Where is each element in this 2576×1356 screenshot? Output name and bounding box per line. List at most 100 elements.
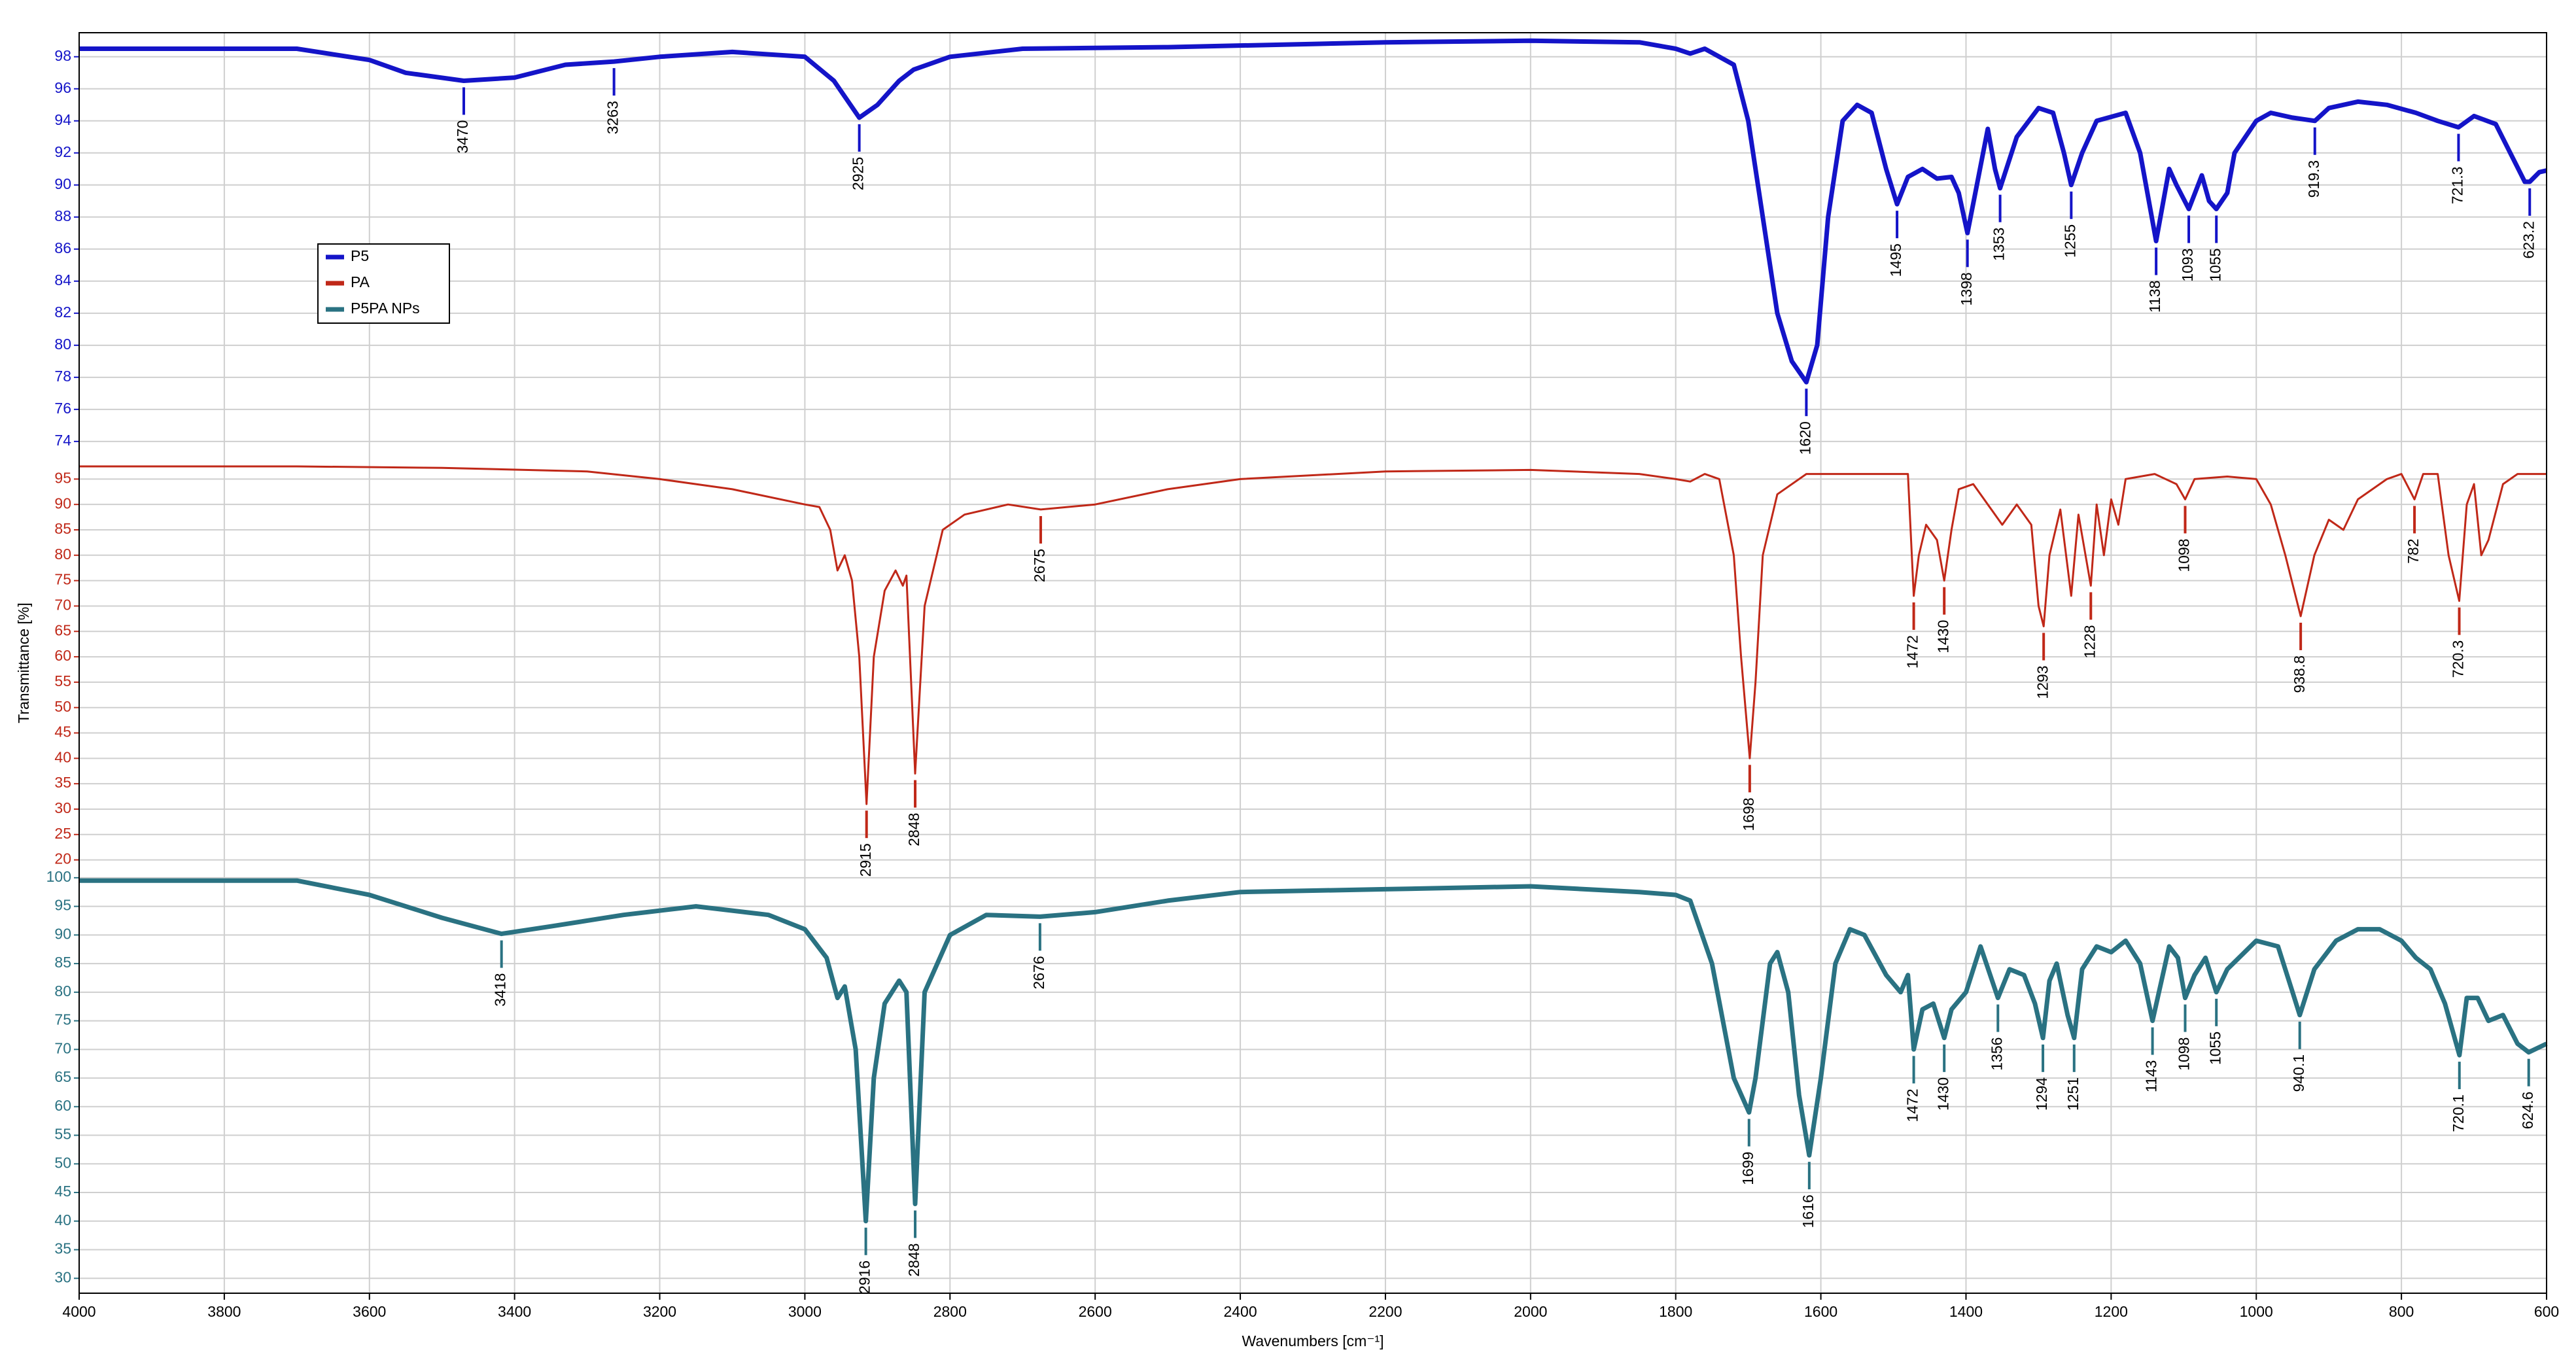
y-tick-label: 80: [54, 546, 71, 563]
y-tick-label: 40: [54, 748, 71, 765]
y-tick-label: 94: [54, 111, 71, 128]
y-tick-label: 30: [54, 1268, 71, 1285]
peak-label: 2925: [850, 157, 867, 190]
peak-label: 1143: [2143, 1060, 2160, 1092]
x-tick-label: 600: [2534, 1303, 2559, 1320]
peak-label: 623.2: [2520, 221, 2537, 259]
y-tick-label: 55: [54, 672, 71, 689]
peak-label: 1698: [1740, 797, 1757, 831]
peak-label: 2676: [1030, 956, 1047, 989]
x-tick-label: 2200: [1368, 1303, 1402, 1320]
x-tick-label: 1600: [1804, 1303, 1837, 1320]
y-tick-label: 80: [54, 336, 71, 353]
y-tick-label: 90: [54, 925, 71, 942]
y-tick-label: 95: [54, 469, 71, 486]
x-tick-label: 800: [2389, 1303, 2414, 1320]
y-tick-label: 60: [54, 1097, 71, 1114]
y-tick-label: 96: [54, 79, 71, 96]
x-tick-label: 2000: [1514, 1303, 1547, 1320]
peak-label: 720.1: [2450, 1094, 2467, 1132]
peak-label: 2848: [905, 1243, 922, 1277]
peak-label: 720.3: [2450, 640, 2467, 678]
x-tick-label: 2600: [1079, 1303, 1112, 1320]
peak-label: 3470: [454, 120, 471, 154]
peak-label: 1098: [2176, 1037, 2193, 1071]
peak-label: 1251: [2064, 1077, 2081, 1111]
peak-label: 1620: [1796, 421, 1813, 455]
y-axis-title: Transmittance [%]: [15, 602, 32, 723]
y-tick-label: 92: [54, 143, 71, 160]
y-tick-label: 65: [54, 1068, 71, 1085]
legend-label: P5: [351, 247, 369, 264]
peak-label: 1055: [2206, 1032, 2223, 1065]
y-tick-label: 85: [54, 520, 71, 537]
peak-label: 1294: [2033, 1077, 2050, 1111]
y-tick-label: 76: [54, 400, 71, 417]
x-tick-label: 1400: [1949, 1303, 1983, 1320]
y-tick-label: 40: [54, 1211, 71, 1228]
y-tick-label: 50: [54, 1154, 71, 1171]
peak-label: 1293: [2034, 665, 2051, 699]
peak-label: 1472: [1904, 1088, 1921, 1122]
peak-label: 1055: [2206, 249, 2223, 282]
y-tick-label: 35: [54, 1240, 71, 1257]
x-tick-label: 2400: [1223, 1303, 1257, 1320]
peak-label: 1495: [1887, 243, 1904, 277]
y-tick-label: 25: [54, 825, 71, 842]
peak-label: 1353: [1991, 228, 2008, 261]
y-tick-label: 74: [54, 432, 71, 449]
y-tick-label: 78: [54, 368, 71, 385]
x-tick-label: 3600: [353, 1303, 386, 1320]
series-line: [79, 38, 2547, 385]
x-tick-label: 2800: [933, 1303, 967, 1320]
legend: P5 PA P5PA NPs: [317, 243, 450, 324]
legend-label: P5PA NPs: [351, 300, 420, 317]
peak-label: 1138: [2146, 281, 2163, 313]
x-tick-label: 3800: [207, 1303, 241, 1320]
y-tick-label: 82: [54, 304, 71, 321]
peak-label: 940.1: [2290, 1054, 2307, 1092]
y-tick-label: 100: [46, 868, 71, 885]
y-tick-label: 75: [54, 1011, 71, 1028]
legend-label: PA: [351, 273, 370, 290]
y-tick-label: 80: [54, 982, 71, 1000]
y-tick-label: 95: [54, 897, 71, 914]
y-tick-label: 65: [54, 621, 71, 638]
y-tick-label: 60: [54, 647, 71, 664]
plot-frame: [78, 32, 2547, 1294]
y-tick-label: 70: [54, 1039, 71, 1056]
peak-label: 1356: [1988, 1037, 2005, 1071]
y-tick-label: 75: [54, 571, 71, 588]
y-tick-label: 85: [54, 954, 71, 971]
y-tick-label: 90: [54, 175, 71, 192]
x-tick-label: 1000: [2240, 1303, 2273, 1320]
peak-label: 1228: [2081, 625, 2098, 658]
y-tick-label: 86: [54, 239, 71, 256]
peak-label: 3263: [604, 101, 621, 134]
peak-label: 1093: [2179, 249, 2196, 282]
y-tick-label: 98: [54, 47, 71, 64]
y-tick-label: 70: [54, 597, 71, 614]
peak-label: 1398: [1958, 272, 1975, 305]
x-tick-label: 4000: [62, 1303, 96, 1320]
series-line: [79, 878, 2548, 1224]
peak-label: 2675: [1031, 549, 1048, 582]
peak-label: 1430: [1934, 1077, 1951, 1111]
y-tick-label: 50: [54, 698, 71, 715]
peak-label: 938.8: [2291, 655, 2308, 693]
x-tick-label: 3000: [788, 1303, 822, 1320]
peak-label: 919.3: [2305, 160, 2322, 198]
y-tick-label: 88: [54, 207, 71, 224]
x-tick-label: 3400: [498, 1303, 531, 1320]
peak-label: 2848: [905, 813, 922, 846]
peak-label: 1699: [1739, 1152, 1756, 1185]
peak-label: 782: [2405, 538, 2422, 563]
peak-label: 2916: [856, 1260, 873, 1294]
peak-label: 624.6: [2519, 1092, 2536, 1130]
x-tick-label: 1800: [1659, 1303, 1692, 1320]
peak-label: 1098: [2176, 538, 2193, 572]
series-line: [79, 465, 2547, 805]
x-tick-label: 3200: [643, 1303, 676, 1320]
peak-label: 1255: [2061, 224, 2078, 258]
